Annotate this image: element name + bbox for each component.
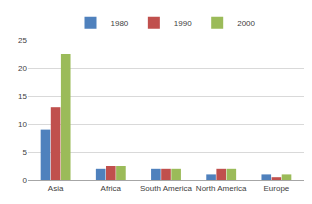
svg-text:15: 15 bbox=[18, 92, 27, 101]
svg-text:1990: 1990 bbox=[174, 19, 192, 28]
svg-text:2000: 2000 bbox=[237, 19, 255, 28]
svg-text:North America: North America bbox=[196, 184, 247, 193]
svg-text:0: 0 bbox=[23, 176, 28, 185]
svg-text:South America: South America bbox=[140, 184, 193, 193]
svg-text:Europe: Europe bbox=[264, 184, 290, 193]
svg-text:1980: 1980 bbox=[111, 19, 129, 28]
svg-text:20: 20 bbox=[18, 64, 27, 73]
svg-text:5: 5 bbox=[23, 148, 28, 157]
svg-text:25: 25 bbox=[18, 36, 27, 45]
svg-text:Africa: Africa bbox=[101, 184, 122, 193]
svg-text:10: 10 bbox=[18, 120, 27, 129]
svg-text:Asia: Asia bbox=[48, 184, 64, 193]
